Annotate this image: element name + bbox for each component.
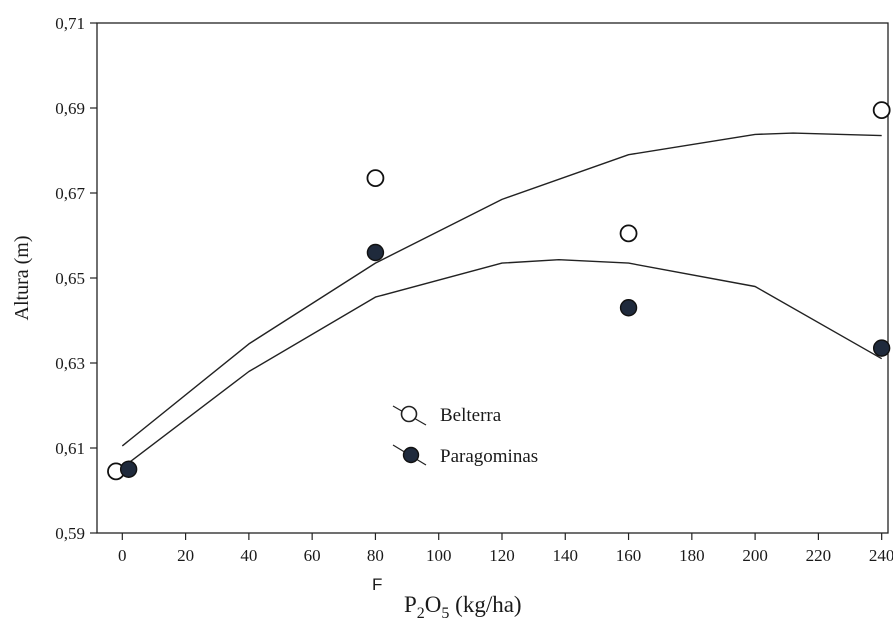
- legend-label-paragominas: Paragominas: [440, 446, 538, 467]
- x-tick-label: 200: [742, 546, 768, 565]
- point-belterra: [872, 101, 891, 120]
- legend: Belterra Paragominas: [392, 405, 538, 467]
- y-tick-label: 0,69: [55, 99, 85, 118]
- x-axis-title-sub1: 2: [417, 605, 425, 620]
- y-tick-label: 0,67: [55, 184, 85, 203]
- fit-curves: [121, 132, 883, 464]
- data-points: [107, 101, 891, 481]
- legend-marker-belterra: [400, 405, 418, 423]
- point-belterra: [366, 169, 385, 188]
- fit-curve-paragominas: [128, 259, 883, 464]
- x-tick-label: 160: [616, 546, 642, 565]
- x-tick-label: 40: [240, 546, 257, 565]
- x-axis-title-unit: (kg/ha): [449, 592, 521, 617]
- point-belterra: [619, 224, 638, 243]
- point-paragominas: [366, 243, 385, 262]
- x-tick-label: 220: [806, 546, 832, 565]
- x-axis-prefix: F: [372, 575, 382, 594]
- y-tick-label: 0,63: [55, 354, 85, 373]
- x-tick-label: 120: [489, 546, 515, 565]
- x-tick-label: 0: [118, 546, 127, 565]
- fit-curve-belterra: [121, 132, 882, 447]
- y-tick-label: 0,71: [55, 14, 85, 33]
- x-tick-label: 140: [553, 546, 579, 565]
- y-tick-label: 0,65: [55, 269, 85, 288]
- y-axis-ticks: 0,59 0,61 0,63 0,65 0,67 0,69 0,71: [55, 14, 97, 543]
- x-axis-ticks: 0 20 40 60 80 100 120 140 160 180 200 220 240: [118, 533, 893, 565]
- x-tick-label: 240: [869, 546, 893, 565]
- x-tick-label: 100: [426, 546, 452, 565]
- x-axis-title-p: P: [404, 592, 417, 617]
- point-paragominas: [619, 299, 638, 317]
- x-tick-label: 180: [679, 546, 705, 565]
- y-axis-title: Altura (m): [11, 236, 33, 321]
- x-tick-label: 60: [304, 546, 321, 565]
- y-tick-label: 0,59: [55, 524, 85, 543]
- x-axis-title: P2O5 (kg/ha): [404, 592, 522, 620]
- x-axis-title-o: O: [425, 592, 442, 617]
- y-tick-label: 0,61: [55, 439, 85, 458]
- point-paragominas: [872, 339, 891, 357]
- x-tick-label: 20: [177, 546, 194, 565]
- x-tick-label: 80: [367, 546, 384, 565]
- legend-marker-paragominas: [402, 446, 420, 464]
- point-paragominas: [119, 460, 138, 478]
- x-axis-title-sub2: 5: [441, 605, 449, 620]
- legend-label-belterra: Belterra: [440, 405, 502, 426]
